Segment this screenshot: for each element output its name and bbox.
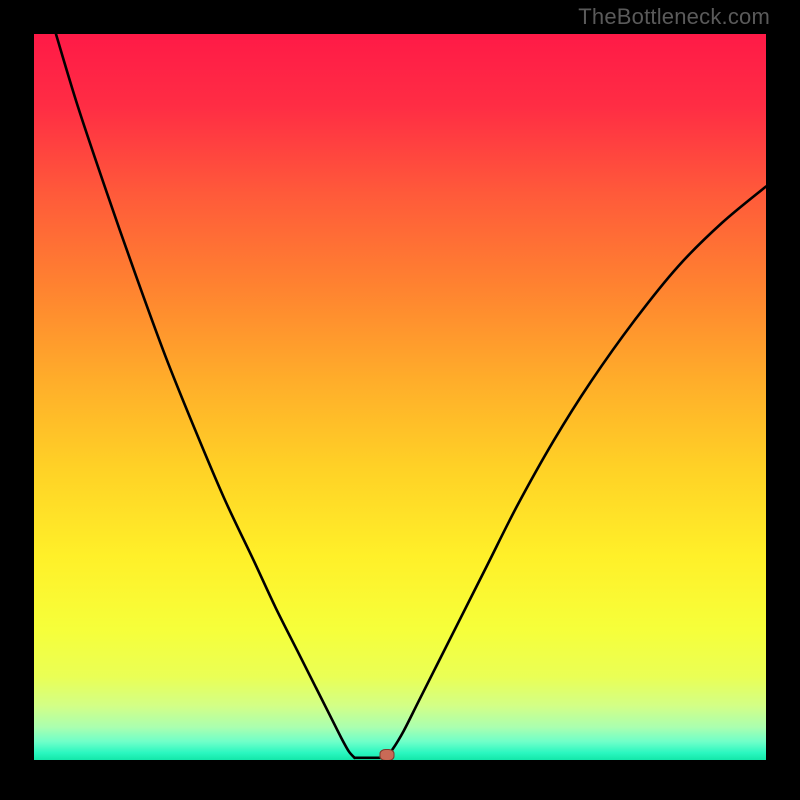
optimum-marker [379,749,394,760]
bottleneck-v-curve [34,34,766,760]
stage: TheBottleneck.com [0,0,800,800]
plot-area [34,34,766,760]
watermark-text: TheBottleneck.com [578,4,770,30]
